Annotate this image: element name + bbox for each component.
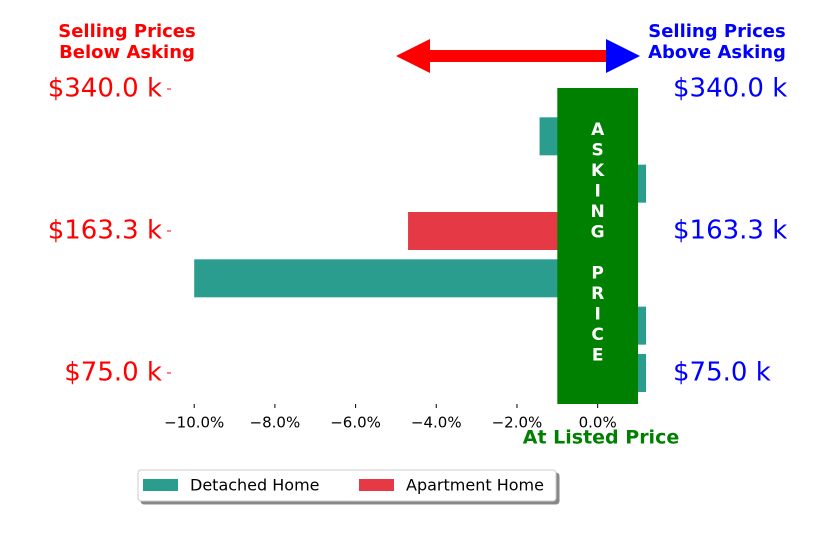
y-tick-label-right: $340.0 k — [673, 74, 787, 104]
y-tick-label-right: $163.3 k — [673, 215, 787, 245]
x-tick-label: −8.0% — [250, 414, 301, 432]
legend-box — [137, 469, 557, 502]
y-tick-label-left: $163.3 k — [48, 215, 162, 245]
legend: Detached Home Apartment Home — [137, 469, 557, 502]
right-title: Selling Prices Above Asking — [648, 21, 786, 63]
legend-swatch — [359, 479, 394, 491]
x-tick-label: −10.0% — [164, 414, 224, 432]
x-axis-label: At Listed Price — [523, 427, 679, 449]
y-tick-label-left: $340.0 k — [48, 74, 162, 104]
x-tick-label: −4.0% — [411, 414, 462, 432]
left-title: Selling Prices Below Asking — [58, 21, 195, 63]
y-tick-label-left: $75.0 k — [64, 357, 162, 387]
x-tick-label: −2.0% — [492, 414, 543, 432]
asking-band — [557, 88, 638, 404]
x-tick-label: −6.0% — [330, 414, 381, 432]
x-tick-label: 0.0% — [579, 414, 617, 432]
legend-label: Apartment Home — [406, 476, 544, 495]
bar — [194, 259, 598, 298]
y-tick-label-right: $75.0 k — [673, 357, 771, 387]
legend-label: Detached Home — [190, 476, 320, 495]
direction-arrow — [396, 39, 640, 73]
legend-swatch — [143, 479, 178, 491]
